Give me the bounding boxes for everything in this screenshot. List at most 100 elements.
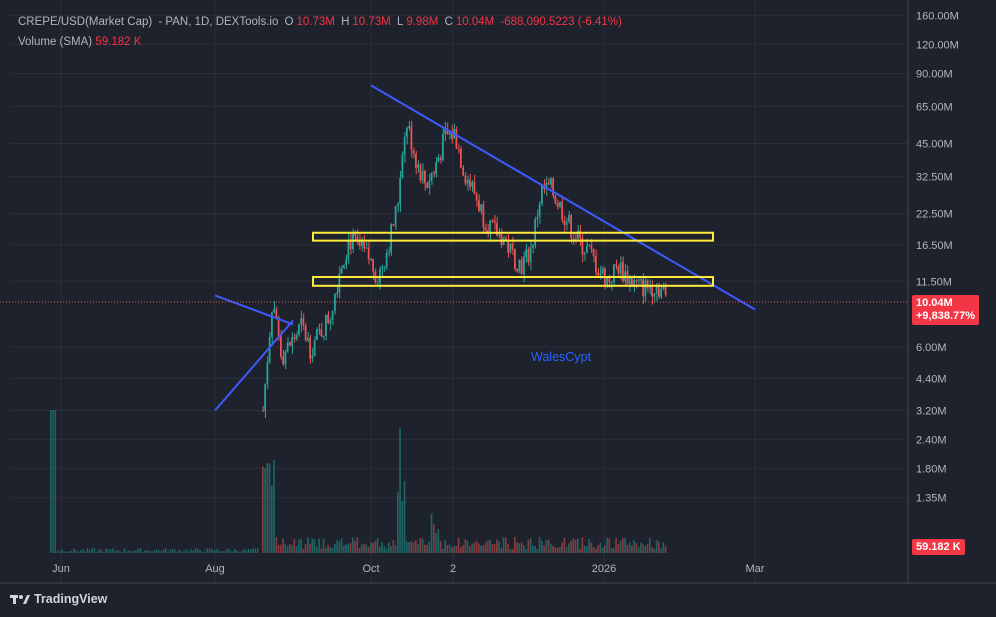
candle-body: [527, 249, 530, 262]
volume-bar: [541, 540, 543, 553]
volume-bar: [271, 485, 273, 553]
volume-bar: [597, 545, 599, 553]
volume-bar: [293, 538, 296, 553]
volume-bar: [365, 544, 368, 553]
volume-bar: [325, 548, 327, 553]
candle-body: [381, 267, 383, 269]
volume-bar: [77, 551, 80, 553]
volume-bar: [466, 540, 469, 553]
volume-bar: [307, 537, 309, 553]
candle-body: [268, 337, 271, 363]
volume-bar: [543, 545, 545, 553]
candle-body: [599, 272, 602, 276]
author-watermark: WalesCypt: [531, 350, 591, 364]
candle-body: [426, 183, 428, 188]
volume-bar: [581, 537, 584, 553]
time-tick-label: Mar: [746, 563, 765, 575]
candle-body: [644, 280, 647, 297]
volume-bar: [435, 532, 437, 553]
volume-bar: [61, 549, 63, 553]
volume-bar: [381, 542, 383, 553]
volume-bar: [451, 547, 453, 553]
volume-bar: [514, 537, 516, 553]
legend-ohlc: CREPE/USD(Market Cap) - PAN, 1D, DEXTool…: [18, 16, 625, 28]
volume-bar: [206, 548, 208, 553]
close-label: C: [444, 16, 453, 28]
candle-body: [277, 317, 280, 337]
volume-bar: [628, 542, 631, 553]
candle-body: [338, 273, 341, 293]
volume-bar: [91, 548, 93, 553]
volume-bar: [538, 537, 541, 553]
volume-bar: [349, 543, 352, 553]
candle-body: [484, 227, 487, 231]
candle-body: [622, 262, 624, 281]
volume-bar: [550, 543, 552, 553]
candle-body: [264, 383, 266, 411]
volume-bar: [367, 547, 370, 553]
candle-body: [327, 314, 329, 324]
candle-body: [275, 308, 278, 318]
candle-body: [273, 308, 275, 312]
volume-bar: [358, 548, 361, 553]
volume-bar: [125, 551, 128, 553]
price-tick-label: 160.00M: [916, 10, 959, 22]
candle-body: [662, 286, 665, 289]
volume-bar: [300, 538, 302, 553]
candle-body: [464, 175, 467, 184]
volume-bar: [361, 544, 363, 553]
volume-bar: [608, 538, 611, 553]
candle-body: [329, 319, 332, 324]
high-label: H: [341, 16, 350, 28]
last-price-change: +9,838.77%: [916, 310, 976, 322]
volume-bar: [374, 541, 377, 553]
volume-bar: [498, 541, 500, 553]
candle-body: [390, 224, 392, 253]
candle-body: [536, 216, 539, 220]
volume-bar: [568, 543, 570, 553]
candle-body: [300, 318, 302, 325]
volume-bar: [460, 547, 462, 553]
tradingview-logo[interactable]: TradingView: [10, 592, 107, 606]
candle-body: [433, 172, 435, 174]
candle-body: [574, 238, 577, 240]
candle-body: [554, 195, 557, 204]
candles: [262, 120, 667, 419]
volume-bar: [238, 551, 241, 553]
candle-body: [550, 178, 552, 185]
volume-bar: [151, 551, 153, 553]
candle-body: [480, 204, 482, 212]
symbol-label[interactable]: CREPE/USD(Market Cap): [18, 16, 153, 28]
candle-body: [392, 224, 395, 226]
last-price-tag: 10.04M +9,838.77%: [912, 295, 980, 325]
time-tick-label: Aug: [205, 563, 225, 575]
volume-bar: [403, 481, 406, 553]
candle-body: [561, 202, 563, 221]
volume-bar: [595, 548, 597, 553]
volume-label[interactable]: Volume (SMA): [18, 36, 93, 48]
candle-body: [489, 220, 491, 235]
volume-bar: [480, 545, 482, 553]
volume-bar: [135, 549, 137, 553]
candle-body: [379, 268, 381, 283]
candle-body: [448, 132, 451, 135]
candle-body: [475, 193, 478, 201]
candle-body: [419, 164, 422, 181]
candle-body: [313, 339, 316, 356]
annotations: [214, 84, 756, 412]
volume-bar: [96, 551, 98, 553]
volume-bar: [229, 549, 231, 553]
volume-bar: [613, 547, 615, 553]
candle-body: [595, 256, 597, 273]
volume-bar: [201, 551, 204, 553]
volume-bar: [473, 543, 476, 553]
time-tick-label: Oct: [362, 563, 379, 575]
candle-body: [525, 249, 527, 257]
volume-bar: [82, 549, 84, 553]
candle-body: [505, 237, 507, 240]
volume-bar: [176, 551, 178, 553]
volume-bar: [167, 551, 169, 553]
candle-body: [412, 149, 415, 154]
volume-bar: [128, 550, 130, 553]
